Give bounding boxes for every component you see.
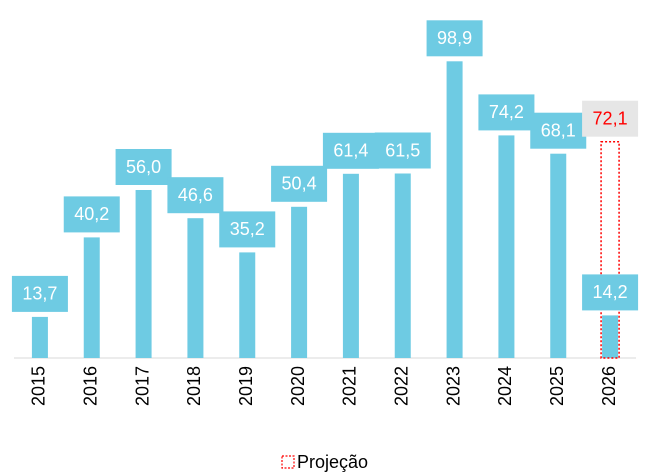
- x-tick-label: 2023: [443, 366, 463, 406]
- bar: [291, 206, 308, 358]
- x-tick-label: 2020: [288, 366, 308, 406]
- bar: [446, 61, 463, 359]
- legend-label: Projeção: [297, 452, 368, 472]
- bar: [342, 173, 359, 358]
- x-tick-label: 2022: [392, 366, 412, 406]
- value-label: 56,0: [126, 157, 161, 177]
- projection-bar: [600, 140, 620, 359]
- label-box: [63, 196, 120, 233]
- label-box: [582, 274, 639, 311]
- x-tick-label: 2017: [132, 366, 152, 406]
- x-tick-label: 2019: [236, 366, 256, 406]
- value-label: 13,7: [22, 284, 57, 304]
- label-box: [271, 165, 328, 202]
- bar: [135, 190, 152, 358]
- value-label: 40,2: [74, 204, 109, 224]
- x-tick-label: 2024: [495, 366, 515, 406]
- x-tick-label: 2025: [547, 366, 567, 406]
- bar: [83, 237, 100, 358]
- bar: [550, 153, 567, 358]
- x-tick-label: 2021: [340, 366, 360, 406]
- label-box: [478, 94, 535, 131]
- value-label: 74,2: [489, 102, 524, 122]
- label-box: [530, 112, 587, 149]
- value-label: 14,2: [593, 282, 628, 302]
- value-label: 35,2: [230, 219, 265, 239]
- x-tick-label: 2026: [599, 366, 619, 406]
- bar: [498, 135, 515, 358]
- bar: [239, 252, 256, 358]
- legend-swatch: [281, 455, 295, 469]
- value-label: 72,1: [593, 108, 628, 128]
- bar: [602, 315, 619, 358]
- label-box: [374, 132, 431, 169]
- value-label: 61,5: [385, 140, 420, 160]
- label-box: [115, 149, 172, 185]
- value-label: 98,9: [437, 28, 472, 48]
- value-label: 68,1: [541, 120, 576, 140]
- bar: [187, 218, 204, 358]
- label-box: [167, 177, 224, 214]
- x-tick-label: 2016: [81, 366, 101, 406]
- value-label: 50,4: [282, 174, 317, 194]
- label-box: [426, 20, 483, 57]
- x-tick-label: 2018: [184, 366, 204, 406]
- label-box: [322, 132, 379, 169]
- label-box: [11, 275, 68, 312]
- label-box: [219, 211, 276, 248]
- x-tick-label: 2015: [29, 366, 49, 406]
- label-box: [582, 100, 639, 137]
- bar: [394, 173, 411, 358]
- value-label: 61,4: [333, 141, 368, 161]
- bar: [31, 316, 48, 358]
- value-label: 46,6: [178, 185, 213, 205]
